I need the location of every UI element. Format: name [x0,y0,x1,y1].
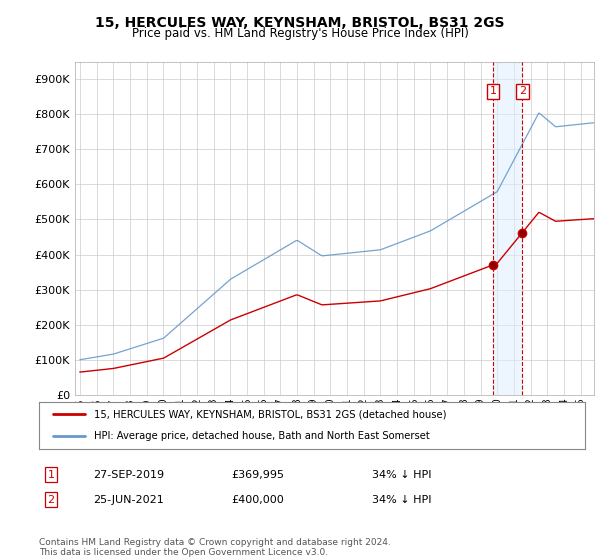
Text: £369,995: £369,995 [231,470,284,480]
Bar [493,62,522,395]
Text: Price paid vs. HM Land Registry's House Price Index (HPI): Price paid vs. HM Land Registry's House … [131,27,469,40]
Text: 34% ↓ HPI: 34% ↓ HPI [372,470,431,480]
Text: 15, HERCULES WAY, KEYNSHAM, BRISTOL, BS31 2GS: 15, HERCULES WAY, KEYNSHAM, BRISTOL, BS3… [95,16,505,30]
Text: Contains HM Land Registry data © Crown copyright and database right 2024.
This d: Contains HM Land Registry data © Crown c… [39,538,391,557]
Text: 2: 2 [47,494,55,505]
Text: 2: 2 [518,86,526,96]
Text: 27-SEP-2019: 27-SEP-2019 [93,470,164,480]
Text: 15, HERCULES WAY, KEYNSHAM, BRISTOL, BS31 2GS (detached house): 15, HERCULES WAY, KEYNSHAM, BRISTOL, BS3… [94,409,446,419]
Text: £400,000: £400,000 [231,494,284,505]
Text: 34% ↓ HPI: 34% ↓ HPI [372,494,431,505]
Text: 1: 1 [490,86,497,96]
Text: HPI: Average price, detached house, Bath and North East Somerset: HPI: Average price, detached house, Bath… [94,431,430,441]
Text: 25-JUN-2021: 25-JUN-2021 [93,494,164,505]
Text: 1: 1 [47,470,55,480]
